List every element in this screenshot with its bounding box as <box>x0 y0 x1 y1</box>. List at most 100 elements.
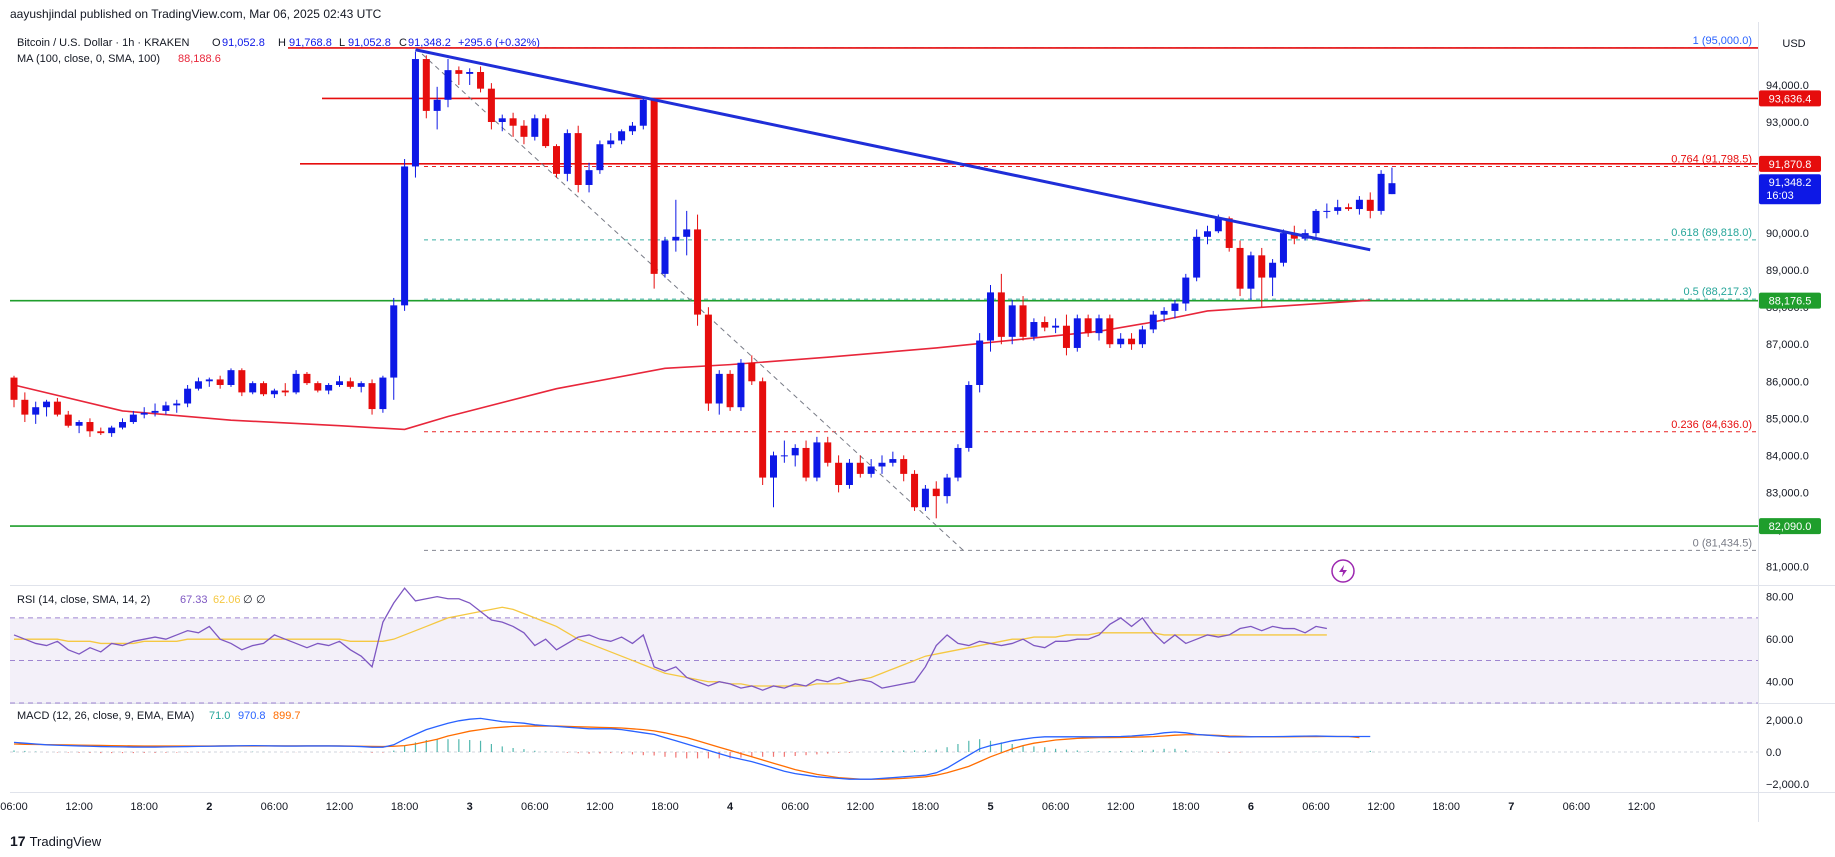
rsi-tick-label: 40.00 <box>1766 677 1794 689</box>
fib-label-0.618: 0.618 (89,818.0) <box>1671 227 1752 239</box>
candle-body-55 <box>607 140 615 145</box>
tradingview-brand[interactable]: 17 TradingView <box>10 833 101 849</box>
candle-body-45 <box>498 118 506 123</box>
rsi-legend-value: 67.33 <box>180 594 208 606</box>
candle-body-25 <box>281 390 289 393</box>
candle-body-94 <box>1030 322 1038 337</box>
candle-body-77 <box>845 462 853 485</box>
candle-body-7 <box>86 422 94 432</box>
last-price-text: 91,348.2 <box>1769 177 1812 189</box>
currency-label[interactable]: USD <box>1782 38 1805 50</box>
rsi-tick-label: 80.00 <box>1766 592 1794 604</box>
candle-body-13 <box>151 410 159 413</box>
time-tick-label: 18:00 <box>1172 801 1200 813</box>
candle-body-108 <box>1182 277 1190 304</box>
price-tick-label: 83,000.0 <box>1766 487 1809 499</box>
time-tick-label: 18:00 <box>130 801 158 813</box>
candle-body-95 <box>1041 322 1049 328</box>
candle-body-112 <box>1225 218 1233 248</box>
candle-body-91 <box>997 292 1005 337</box>
candle-body-38 <box>422 59 430 111</box>
candle-body-127 <box>1388 183 1396 195</box>
replay-icon[interactable] <box>1331 559 1355 583</box>
candle-body-54 <box>596 144 604 171</box>
trendline[interactable] <box>415 48 1371 252</box>
macd-tick-label: −2,000.0 <box>1766 779 1809 791</box>
candle-body-11 <box>129 414 137 423</box>
fib-label-0.5: 0.5 (88,217.3) <box>1684 286 1753 298</box>
candle-body-106 <box>1160 310 1168 315</box>
candle-body-116 <box>1269 262 1277 278</box>
candle-body-2 <box>32 407 40 415</box>
level-badge-text-1: 93,636.4 <box>1769 93 1812 105</box>
candle-body-61 <box>672 236 680 241</box>
price-tick-label: 93,000.0 <box>1766 117 1809 129</box>
rsi-legend-label: RSI (14, close, SMA, 14, 2) <box>17 594 150 606</box>
rsi-sma-line <box>14 606 1327 687</box>
macd-pane: −2,000.0 0.0 2,000.0 <box>10 715 1809 791</box>
candle-body-27 <box>303 373 311 384</box>
candle-body-97 <box>1062 325 1070 348</box>
candle-body-60 <box>661 240 669 274</box>
candle-body-66 <box>726 373 734 408</box>
level-badge-4 <box>1759 518 1821 535</box>
level-badge-3 <box>1759 292 1821 309</box>
candle-body-126 <box>1377 173 1385 211</box>
level-badge-text-3: 88,176.5 <box>1769 296 1812 308</box>
time-tick-label: 06:00 <box>0 801 28 813</box>
candle-body-22 <box>249 383 257 393</box>
ohlc-c-label: C <box>399 37 407 49</box>
time-tick-label: 06:00 <box>781 801 809 813</box>
rsi-line <box>13 587 1327 691</box>
time-tick-label: 06:00 <box>1302 801 1330 813</box>
price-tick-label: 85,000.0 <box>1766 413 1809 425</box>
time-tick-label: 12:00 <box>65 801 93 813</box>
candle-body-41 <box>455 70 463 74</box>
candle-body-68 <box>748 362 756 382</box>
time-tick-label: 12:00 <box>1367 801 1395 813</box>
candles <box>10 51 1396 519</box>
candle-body-32 <box>357 383 365 387</box>
candle-body-34 <box>379 377 387 410</box>
candle-body-74 <box>813 442 821 478</box>
rsi-legend-sma: 62.06 <box>213 594 241 606</box>
candle-body-99 <box>1084 318 1092 334</box>
candle-body-89 <box>976 340 984 385</box>
candle-body-110 <box>1204 231 1211 237</box>
last-price-badge <box>1759 174 1821 205</box>
fib-label-1: 1 (95,000.0) <box>1693 35 1752 47</box>
candle-body-23 <box>260 383 268 395</box>
time-tick-label: 06:00 <box>1042 801 1070 813</box>
rsi-legend-b: ∅ <box>256 594 266 606</box>
macd-tick-label: 2,000.0 <box>1766 715 1803 727</box>
time-tick-label: 06:00 <box>261 801 289 813</box>
candle-body-29 <box>325 384 333 391</box>
candle-body-67 <box>737 362 745 408</box>
time-tick-label: 12:00 <box>1107 801 1135 813</box>
candle-body-49 <box>542 118 550 147</box>
ohlc-change: +295.6 (+0.32%) <box>458 37 540 49</box>
candle-body-59 <box>650 99 658 274</box>
candle-body-28 <box>314 383 322 391</box>
level-badge-text-4: 82,090.0 <box>1769 521 1812 533</box>
candle-body-20 <box>227 370 235 385</box>
candle-body-109 <box>1193 236 1201 278</box>
candle-body-42 <box>466 72 474 74</box>
candle-body-105 <box>1149 314 1157 330</box>
price-tick-label: 89,000.0 <box>1766 265 1809 277</box>
candle-body-1 <box>21 399 29 415</box>
candle-body-35 <box>390 305 398 378</box>
candle-body-14 <box>162 405 170 411</box>
candle-body-70 <box>770 455 777 478</box>
candle-body-46 <box>509 118 517 126</box>
candle-body-121 <box>1323 210 1331 212</box>
axes: 81,000.082,000.083,000.084,000.085,000.0… <box>0 80 1809 813</box>
candle-body-115 <box>1258 255 1266 278</box>
price-tick-label: 87,000.0 <box>1766 339 1809 351</box>
candle-body-104 <box>1138 329 1146 345</box>
time-tick-label: 4 <box>727 801 734 813</box>
tradingview-wordmark: TradingView <box>29 833 102 849</box>
candle-body-76 <box>835 462 843 485</box>
time-tick-label: 7 <box>1508 801 1514 813</box>
